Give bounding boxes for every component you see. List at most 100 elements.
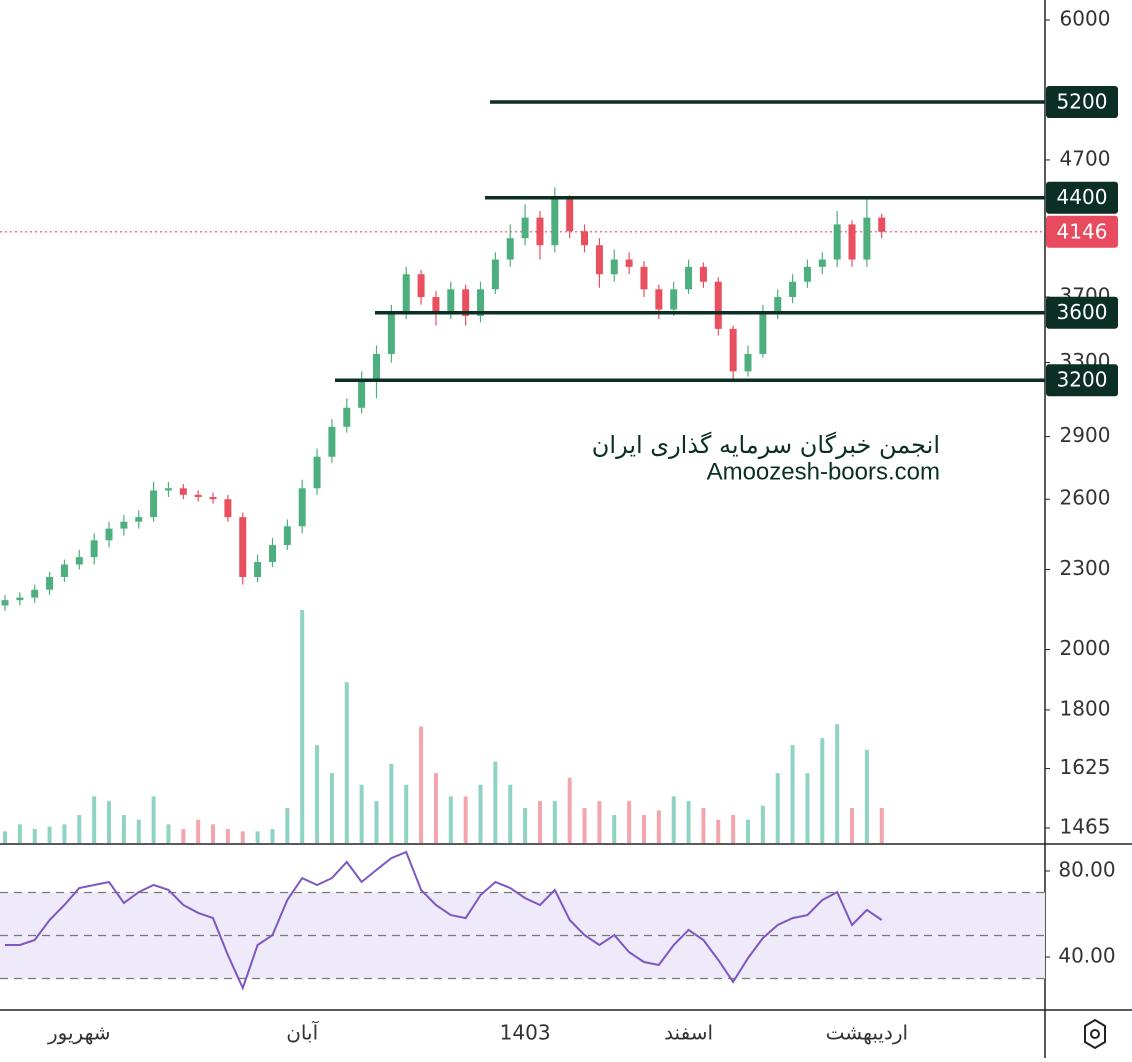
y-tick-label: 2300 (1060, 556, 1111, 580)
candle-body (818, 259, 826, 267)
volume-bar (671, 796, 676, 843)
volume-bar (850, 808, 855, 843)
level-box (1046, 85, 1118, 118)
watermark: Amoozesh-boors.com (707, 458, 940, 485)
candle-body (699, 266, 707, 282)
candle-body (268, 545, 276, 563)
volume-bar (731, 815, 736, 843)
volume-bar (270, 829, 275, 843)
volume-bar (92, 796, 97, 843)
level-label: 3200 (1057, 368, 1108, 392)
volume-bar (701, 808, 706, 843)
candle-body (16, 597, 24, 601)
settings-icon[interactable] (1084, 1018, 1106, 1050)
candle-body (774, 297, 782, 313)
volume-bar (760, 805, 765, 843)
candle-body (179, 488, 187, 495)
volume-bar (136, 819, 141, 843)
volume-bar (181, 829, 186, 843)
candle-body (209, 497, 217, 500)
candle-body (685, 266, 693, 290)
volume-bar (523, 808, 528, 843)
candle-body (521, 217, 529, 239)
volume-bar (627, 801, 632, 843)
volume-bar (478, 784, 483, 843)
candle-body (566, 197, 574, 232)
y-tick-label: 4700 (1060, 146, 1111, 170)
level-box (1046, 364, 1118, 397)
candle-body (313, 456, 321, 489)
candle-body (803, 266, 811, 282)
volume-bar (17, 824, 22, 843)
candle-body (120, 521, 128, 529)
volume-bar (3, 831, 7, 843)
volume-bar (344, 682, 349, 843)
volume-bar (820, 738, 825, 843)
level-box (1046, 181, 1118, 214)
volume-bar (196, 819, 201, 843)
candle-body (373, 353, 380, 381)
y-tick-label: 2000 (1060, 636, 1111, 660)
x-tick-label: 1403 (500, 1021, 551, 1045)
watermark: انجمن خبرگان سرمایه گذاری ایران (592, 431, 940, 459)
rsi-tick-label: 40.00 (1058, 944, 1115, 968)
y-tick-label: 1625 (1060, 755, 1111, 779)
candle-body (447, 289, 455, 313)
volume-bar (285, 808, 290, 843)
y-tick-label: 2600 (1060, 486, 1111, 510)
volume-bar (716, 819, 721, 843)
volume-bar (151, 796, 156, 843)
candle-body (46, 576, 54, 590)
volume-bar (77, 815, 82, 843)
candle-body (477, 289, 485, 316)
volume-bar (419, 726, 424, 843)
volume-bar (790, 745, 795, 843)
candle-body (878, 217, 886, 232)
candle-body (670, 289, 678, 310)
volume-bar (864, 749, 869, 843)
candle-body (655, 289, 663, 310)
x-tick-label: اسفند (664, 1021, 713, 1045)
settings-dot (1090, 1029, 1100, 1039)
volume-bar (537, 801, 542, 843)
candle-body (581, 231, 589, 246)
volume-bar (805, 773, 810, 843)
candle-body (75, 557, 83, 565)
candle-body (848, 224, 856, 260)
y-tick-label: 1800 (1060, 696, 1111, 720)
candle-body (462, 289, 470, 316)
settings-hexagon (1084, 1018, 1106, 1050)
level-label: 3600 (1057, 300, 1108, 324)
volume-bar (404, 784, 409, 843)
volume-bar (612, 815, 617, 843)
volume-bar (686, 801, 691, 843)
volume-bar (463, 796, 468, 843)
candle-body (328, 426, 336, 457)
volume-bar (508, 784, 513, 843)
volume-bar (107, 801, 112, 843)
rsi-tick-label: 80.00 (1058, 858, 1115, 882)
candle-body (640, 266, 648, 290)
candle-body (358, 380, 366, 408)
candle-body (833, 224, 841, 260)
level-label: 4400 (1057, 185, 1108, 209)
volume-bar (746, 819, 750, 843)
candle-body (417, 274, 425, 298)
volume-bar (62, 824, 67, 843)
volume-bar (493, 761, 498, 843)
candle-body (283, 526, 291, 546)
volume-bar (211, 824, 216, 843)
rsi-line (5, 850, 883, 991)
x-tick-label: اردیبهشت (826, 1021, 908, 1045)
candle-body (31, 589, 39, 598)
candle-body (625, 259, 633, 267)
volume-bar (835, 724, 840, 843)
candle-body (254, 562, 262, 577)
x-tick-label: آبان (286, 1020, 319, 1045)
volume-bar (656, 810, 661, 843)
volume-bar (641, 815, 646, 843)
volume-bar (448, 796, 453, 843)
volume-bar (121, 815, 126, 843)
candle-body (744, 353, 752, 372)
